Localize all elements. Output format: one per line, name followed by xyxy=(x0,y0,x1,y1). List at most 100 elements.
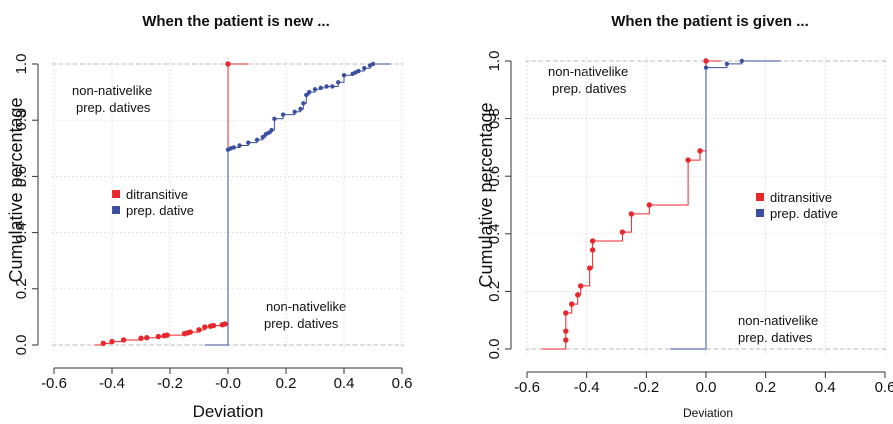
y-tick-label: 0.0 xyxy=(13,335,30,356)
x-tick-label: -0.4 xyxy=(99,375,125,392)
data-point xyxy=(646,202,653,208)
data-point xyxy=(589,238,596,244)
data-point xyxy=(578,283,584,289)
data-point xyxy=(304,92,309,98)
data-point xyxy=(739,58,744,64)
data-point xyxy=(370,61,376,67)
x-tick-label: 0.4 xyxy=(334,375,355,392)
annotation-top: non-nativelike prep. datives xyxy=(548,64,632,96)
annotation-bottom: non-nativelike prep. datives xyxy=(738,313,822,345)
x-tick-label: -0.0 xyxy=(215,375,241,392)
data-point xyxy=(280,112,286,117)
data-point xyxy=(697,148,703,154)
legend-swatch-ditransitive xyxy=(112,190,120,198)
data-point xyxy=(109,338,115,345)
annotation-bottom-line-2: prep. datives xyxy=(738,330,813,345)
legend-swatch-prep-dative xyxy=(756,209,764,217)
data-point xyxy=(155,333,162,340)
data-point xyxy=(231,145,236,150)
plot-area xyxy=(94,61,391,347)
x-tick-label: -0.2 xyxy=(157,375,183,392)
legend-label-prep-dative: prep. dative xyxy=(126,203,194,218)
data-point xyxy=(569,301,575,307)
panel-patient-given: When the patient is given ... Cumulative… xyxy=(476,13,893,420)
data-point xyxy=(196,327,202,333)
data-point xyxy=(237,143,242,148)
data-point xyxy=(138,335,144,341)
legend: ditransitive prep. dative xyxy=(756,190,838,221)
panel-patient-new: When the patient is new ... Cumulative p… xyxy=(6,13,412,421)
data-point xyxy=(292,109,297,114)
data-point xyxy=(362,66,367,71)
x-tick-label: 0.2 xyxy=(755,379,776,396)
axes: -0.6 -0.4 -0.2 0.0 0.2 0.4 0.6 0.0 0.2 0.4 0.6 0.8 1… xyxy=(486,51,893,396)
x-tick-label: -0.6 xyxy=(41,375,67,392)
data-point xyxy=(187,329,193,335)
plot-area xyxy=(541,58,781,350)
data-point xyxy=(703,65,709,70)
data-point xyxy=(301,101,306,106)
data-point xyxy=(586,265,593,271)
annotation-top-line-2: prep. datives xyxy=(76,100,151,115)
x-tick-label: 0.4 xyxy=(815,379,836,396)
data-point xyxy=(225,61,231,67)
legend-swatch-prep-dative xyxy=(112,206,120,214)
data-point xyxy=(254,137,260,143)
annotation-bottom-line-1: non-nativelike xyxy=(738,313,818,328)
y-tick-label: 0.4 xyxy=(486,223,503,244)
data-point xyxy=(120,337,127,343)
data-point xyxy=(298,106,303,112)
annotation-bottom-line-2: prep. datives xyxy=(264,316,339,331)
legend-label-prep-dative: prep. dative xyxy=(770,206,838,221)
x-tick-label: 0.6 xyxy=(875,379,893,396)
data-point xyxy=(144,334,150,341)
data-point xyxy=(210,322,217,329)
y-tick-label: 0.2 xyxy=(486,281,503,302)
y-tick-label: 0.0 xyxy=(486,339,503,360)
data-point xyxy=(685,157,691,163)
x-tick-label: -0.2 xyxy=(633,379,659,396)
data-point xyxy=(272,116,277,121)
x-tick-label: 0.0 xyxy=(696,379,717,396)
series-ditransitive xyxy=(94,61,249,347)
legend: ditransitive prep. dative xyxy=(112,187,194,218)
data-point xyxy=(703,58,709,64)
data-point xyxy=(202,324,208,330)
series-line xyxy=(541,60,721,350)
data-point xyxy=(356,68,361,74)
data-point xyxy=(341,73,347,78)
x-tick-label: 0.2 xyxy=(276,375,297,392)
annotation-top: non-nativelike prep. datives xyxy=(72,83,156,115)
y-axis-label: Cumulative percentage xyxy=(476,102,496,287)
legend-label-ditransitive: ditransitive xyxy=(770,190,832,205)
data-point xyxy=(318,85,323,91)
data-point xyxy=(589,247,596,253)
x-axis-label: Deviation xyxy=(683,406,733,420)
y-tick-label: 0.8 xyxy=(486,108,503,129)
data-point xyxy=(336,80,341,85)
data-point xyxy=(324,84,329,89)
y-axis-label: Cumulative percentage xyxy=(6,97,26,282)
series-prep-dative xyxy=(204,61,391,346)
data-point xyxy=(307,89,312,95)
y-tick-label: 1.0 xyxy=(13,54,30,75)
data-point xyxy=(164,332,170,338)
x-axis-label: Deviation xyxy=(193,402,264,421)
annotation-bottom-line-1: non-nativelike xyxy=(266,299,346,314)
x-tick-label: 0.6 xyxy=(392,375,413,392)
series-prep-dative xyxy=(670,58,781,350)
data-point xyxy=(563,337,569,343)
axes: -0.6 -0.4 -0.2 -0.0 0.2 0.4 0.6 0.0 0.2 0.4 0.6 0.8… xyxy=(13,54,412,392)
y-tick-label: 0.6 xyxy=(13,166,30,187)
data-point xyxy=(269,127,274,133)
data-point xyxy=(330,84,335,89)
annotation-bottom: non-nativelike prep. datives xyxy=(264,299,350,331)
data-point xyxy=(575,292,581,298)
legend-label-ditransitive: ditransitive xyxy=(126,187,188,202)
data-point xyxy=(619,229,626,235)
annotation-top-line-2: prep. datives xyxy=(552,81,627,96)
data-point xyxy=(266,130,271,136)
chart-title: When the patient is new ... xyxy=(142,13,330,30)
data-point xyxy=(100,340,107,347)
